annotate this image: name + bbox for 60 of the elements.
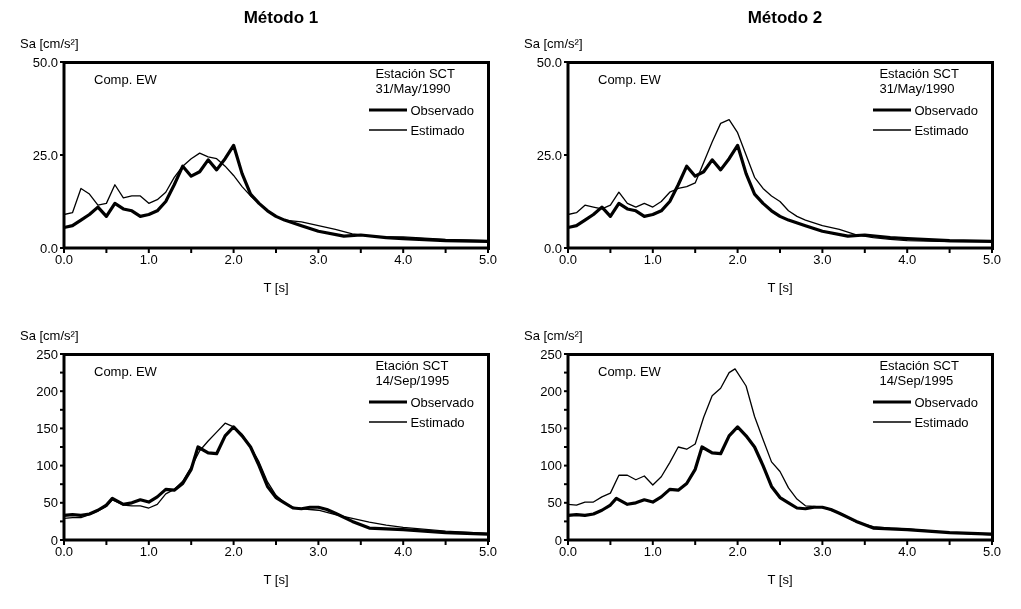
y-axis-title: Sa [cm/s²] <box>524 328 583 343</box>
y-tick-label: 250 <box>540 346 562 362</box>
chart-title: Método 1 <box>242 8 320 29</box>
x-axis-title: T [s] <box>263 572 289 587</box>
y-tick-label: 200 <box>36 383 58 399</box>
x-tick-label: 5.0 <box>982 544 1002 560</box>
x-tick-label: 2.0 <box>224 544 243 560</box>
legend-label: Estimado <box>410 122 465 138</box>
x-tick-label: 4.0 <box>394 544 413 560</box>
y-tick-label: 50 <box>547 495 562 511</box>
annotation: Etación SCT 14/Sep/1995 <box>374 358 451 388</box>
x-tick-label: 2.0 <box>728 544 747 560</box>
annotation: Estación SCT 31/May/1990 <box>878 66 960 96</box>
annotation: Estación SCT 14/Sep/1995 <box>878 358 960 388</box>
x-tick-label: 1.0 <box>139 544 158 560</box>
x-tick-label: 4.0 <box>898 252 917 268</box>
x-axis-title: T [s] <box>767 572 793 587</box>
x-tick-label: 1.0 <box>643 252 662 268</box>
y-tick-label: 50 <box>43 495 58 511</box>
x-tick-label: 2.0 <box>728 252 747 268</box>
x-tick-label: 1.0 <box>139 252 158 268</box>
x-tick-label: 4.0 <box>394 252 413 268</box>
legend-label: Estimado <box>914 122 969 138</box>
x-tick-label: 3.0 <box>309 252 328 268</box>
y-tick-label: 100 <box>540 458 562 474</box>
x-tick-label: 1.0 <box>643 544 662 560</box>
legend-label: Estimado <box>914 414 969 430</box>
legend-label: Observado <box>914 102 978 118</box>
y-tick-label: 50.0 <box>536 54 562 70</box>
x-tick-label: 5.0 <box>478 544 498 560</box>
y-tick-label: 50.0 <box>32 54 58 70</box>
x-tick-label: 5.0 <box>478 252 498 268</box>
y-tick-label: 25.0 <box>32 147 58 163</box>
annotation: Comp. EW <box>94 364 157 379</box>
legend-label: Observado <box>914 394 978 410</box>
legend-label: Estimado <box>410 414 465 430</box>
annotation: Comp. EW <box>598 72 661 87</box>
y-tick-label: 25.0 <box>536 147 562 163</box>
x-tick-label: 5.0 <box>982 252 1002 268</box>
y-tick-label: 150 <box>540 421 562 437</box>
annotation: Estación SCT 31/May/1990 <box>374 66 456 96</box>
x-tick-label: 3.0 <box>309 544 328 560</box>
x-tick-label: 3.0 <box>813 252 832 268</box>
y-axis-title: Sa [cm/s²] <box>20 36 79 51</box>
x-axis-title: T [s] <box>263 280 289 295</box>
y-axis-title: Sa [cm/s²] <box>524 36 583 51</box>
legend-label: Observado <box>410 394 474 410</box>
y-tick-label: 100 <box>36 458 58 474</box>
x-tick-label: 3.0 <box>813 544 832 560</box>
y-tick-label: 250 <box>36 346 58 362</box>
chart-title: Método 2 <box>746 8 824 29</box>
annotation: Comp. EW <box>598 364 661 379</box>
y-tick-label: 150 <box>36 421 58 437</box>
x-tick-label: 4.0 <box>898 544 917 560</box>
x-axis-title: T [s] <box>767 280 793 295</box>
annotation: Comp. EW <box>94 72 157 87</box>
x-tick-label: 2.0 <box>224 252 243 268</box>
y-tick-label: 200 <box>540 383 562 399</box>
legend-label: Observado <box>410 102 474 118</box>
y-axis-title: Sa [cm/s²] <box>20 328 79 343</box>
